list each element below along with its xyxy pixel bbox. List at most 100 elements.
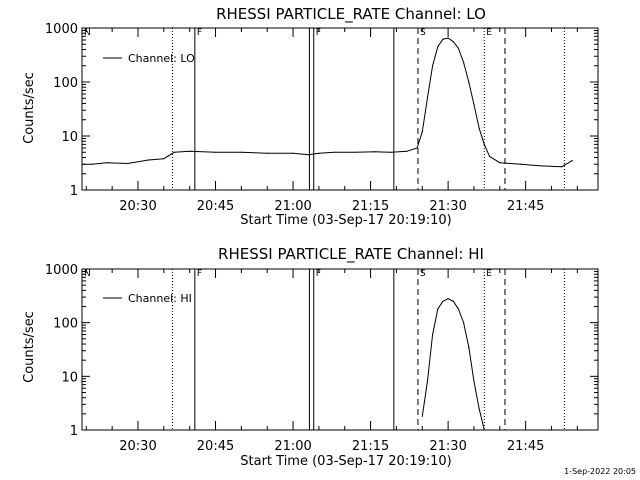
data-point xyxy=(189,150,191,152)
data-point xyxy=(519,163,522,165)
data-point xyxy=(499,162,501,164)
data-point xyxy=(354,151,356,153)
data-point xyxy=(106,162,108,164)
marker-label: S xyxy=(420,269,426,279)
lo-channel-panel: RHESSI PARTICLE_RATE Channel: LO Counts/… xyxy=(22,5,599,228)
data-point xyxy=(266,152,268,154)
marker-label: S xyxy=(420,28,426,38)
data-point xyxy=(540,165,542,167)
data-point xyxy=(488,155,491,157)
data-point xyxy=(390,151,392,153)
data-point xyxy=(457,47,459,49)
hi-plot-area: 1 10 100 1000 20:30 20:45 21:00 21:15 21:30 21:45… xyxy=(45,263,599,454)
data-point xyxy=(571,160,573,162)
data-point xyxy=(240,151,242,153)
x-tick-label: 21:30 xyxy=(429,439,466,454)
data-point xyxy=(308,154,310,156)
x-tick-label: 21:30 xyxy=(429,199,466,214)
x-tick-label: 21:00 xyxy=(274,199,311,214)
x-tick-label: 21:00 xyxy=(274,439,311,454)
marker-label: E xyxy=(486,269,492,279)
data-point xyxy=(375,151,377,153)
marker-label: N xyxy=(84,28,91,38)
plot-frame xyxy=(81,268,599,431)
y-tick-label: 10 xyxy=(61,370,78,385)
data-point xyxy=(127,162,129,165)
data-point xyxy=(421,415,423,417)
marker-label: F xyxy=(197,28,202,38)
data-point xyxy=(478,127,480,129)
marker-label: N xyxy=(84,269,91,279)
hi-channel-panel: RHESSI PARTICLE_RATE Channel: HI Counts/… xyxy=(22,245,599,469)
y-tick-label: 100 xyxy=(53,317,78,332)
x-tick-label: 20:30 xyxy=(119,439,156,454)
data-point xyxy=(173,151,175,153)
y-tick-label: 10 xyxy=(61,130,78,145)
data-point xyxy=(292,152,294,154)
data-point xyxy=(437,308,439,310)
x-tick-label: 21:45 xyxy=(507,439,544,454)
hi-chart-title: RHESSI PARTICLE_RATE Channel: HI xyxy=(218,245,484,264)
data-point xyxy=(447,298,449,300)
marker-label: E xyxy=(486,28,492,38)
x-tick-label: 20:30 xyxy=(119,199,156,214)
y-tick-label: 1 xyxy=(70,184,78,199)
footer-timestamp: 1-Sep-2022 20:05 xyxy=(564,467,636,476)
data-point xyxy=(432,65,434,67)
lo-x-axis-label: Start Time (03-Sep-17 20:19:10) xyxy=(240,213,451,228)
data-point xyxy=(90,163,93,165)
data-point xyxy=(478,408,480,410)
data-point xyxy=(333,151,335,153)
data-point xyxy=(442,38,444,40)
x-tick-label: 21:45 xyxy=(507,199,544,214)
data-point xyxy=(468,81,470,83)
hi-legend: Channel: HI xyxy=(103,292,192,305)
data-point xyxy=(457,308,459,310)
y-tick-label: 1 xyxy=(70,424,78,439)
data-point xyxy=(442,300,444,302)
y-tick-label: 100 xyxy=(53,76,78,91)
data-point xyxy=(463,61,465,64)
x-tick-label: 20:45 xyxy=(197,439,234,454)
lo-plot-area: 1 10 100 1000 20:30 20:45 21:00 21:15 21:30 21:45… xyxy=(45,22,599,214)
lo-y-axis-label: Counts/sec xyxy=(22,72,37,144)
data-point xyxy=(416,147,418,149)
hi-legend-label: Channel: HI xyxy=(128,292,192,305)
data-point xyxy=(561,166,563,168)
data-point xyxy=(463,322,465,324)
data-point xyxy=(483,143,485,145)
lo-chart-title: RHESSI PARTICLE_RATE Channel: LO xyxy=(216,5,486,24)
data-series-line xyxy=(421,298,485,430)
data-point xyxy=(432,334,434,336)
data-point xyxy=(473,380,475,383)
hi-x-axis-label: Start Time (03-Sep-17 20:19:10) xyxy=(240,454,451,469)
data-point xyxy=(163,158,165,160)
data-point xyxy=(421,131,423,133)
x-tick-label: 21:15 xyxy=(352,439,389,454)
data-point xyxy=(447,37,449,39)
hi-y-axis-label: Counts/sec xyxy=(22,311,37,383)
data-point xyxy=(452,41,454,43)
lo-legend-label: Channel: LO xyxy=(128,52,195,65)
lo-legend: Channel: LO xyxy=(103,52,195,65)
data-point xyxy=(318,152,320,154)
y-tick-label: 1000 xyxy=(45,22,78,37)
data-point xyxy=(82,163,83,165)
data-point xyxy=(452,300,454,302)
x-tick-label: 20:45 xyxy=(197,199,234,214)
x-tick-label: 21:15 xyxy=(352,199,389,214)
data-point xyxy=(214,151,217,153)
data-point xyxy=(468,346,470,348)
marker-label: F xyxy=(316,269,321,279)
data-point xyxy=(483,429,485,430)
y-tick-label: 1000 xyxy=(45,263,78,278)
marker-label: F xyxy=(197,269,202,279)
data-point xyxy=(473,104,475,106)
data-point xyxy=(426,380,428,383)
data-point xyxy=(406,150,408,152)
data-point xyxy=(437,46,439,48)
data-point xyxy=(426,97,428,99)
marker-label: F xyxy=(316,28,321,38)
data-point xyxy=(147,159,149,161)
